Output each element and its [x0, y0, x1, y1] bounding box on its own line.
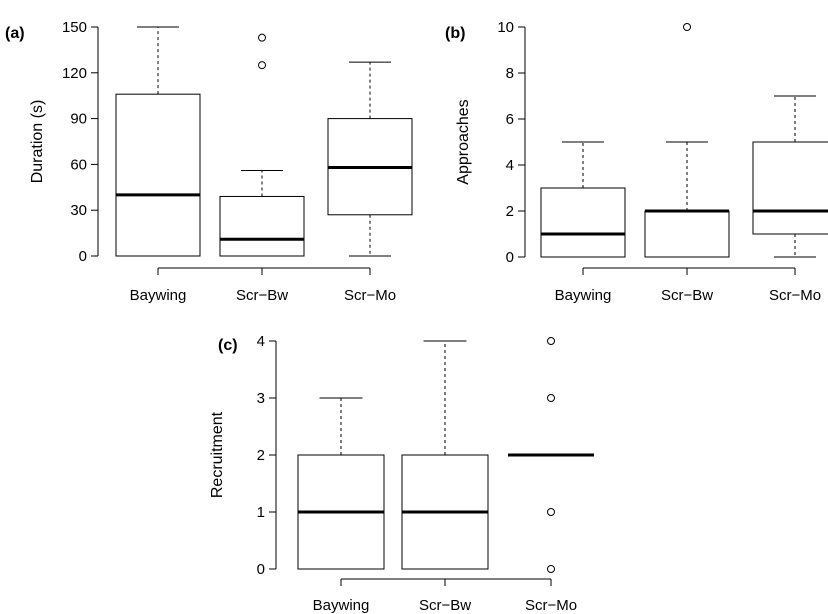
y-tick-label: 3	[257, 390, 265, 407]
panel-label: (b)	[445, 25, 465, 42]
chart-panel-2: (b) 0 2 4 6 8 10 Approaches Baywing Scr−Bw Scr−Mo	[445, 19, 828, 304]
x-axis: Baywing Scr−Bw Scr−Mo	[555, 267, 821, 304]
box-rect	[115, 93, 201, 257]
outlier-point	[258, 33, 266, 42]
y-axis-label: Approaches	[455, 99, 472, 184]
outlier-point	[683, 23, 691, 31]
panel-label: (a)	[5, 25, 25, 42]
y-axis-label: Recruitment	[209, 411, 226, 498]
y-axis-label: Duration (s)	[29, 100, 46, 184]
box-rect	[752, 141, 828, 235]
y-tick-label: 120	[62, 65, 87, 82]
y-tick-label: 4	[257, 333, 265, 350]
y-tick-label: 10	[497, 19, 514, 36]
box-3	[327, 61, 413, 257]
box-2	[219, 33, 305, 257]
x-tick-label: Scr−Mo	[769, 287, 821, 304]
panel-label: (c)	[218, 337, 238, 354]
y-tick-label: 2	[257, 447, 265, 464]
y-tick-label: 0	[257, 561, 265, 578]
y-tick-label: 0	[506, 249, 514, 266]
box-1	[540, 141, 626, 258]
y-tick-label: 150	[62, 19, 87, 36]
x-tick-label: Baywing	[313, 597, 370, 614]
box-3	[752, 95, 828, 258]
box-rect	[219, 195, 305, 257]
x-tick-label: Baywing	[555, 287, 612, 304]
y-tick-label: 30	[70, 202, 87, 219]
y-tick-label: 4	[506, 157, 514, 174]
x-axis: Baywing Scr−Bw Scr−Mo	[130, 267, 396, 304]
y-tick-label: 60	[70, 156, 87, 173]
outlier-point	[547, 565, 555, 573]
y-tick-label: 6	[506, 111, 514, 128]
x-axis: Baywing Scr−Bw Scr−Mo	[313, 578, 577, 614]
box-1	[297, 397, 385, 570]
y-axis: 0 2 4 6 8 10	[497, 19, 526, 266]
x-tick-label: Scr−Bw	[236, 287, 288, 304]
box-2	[401, 340, 489, 570]
x-tick-label: Scr−Bw	[419, 597, 471, 614]
box-2	[644, 23, 730, 258]
y-tick-label: 0	[79, 248, 87, 265]
outlier-point	[547, 508, 555, 516]
x-tick-label: Scr−Bw	[661, 287, 713, 304]
chart-panel-1: (a) 0 30 60 90 120 150 Duration (s) Baywing Scr−B…	[5, 19, 413, 304]
y-axis: 0 30 60 90 120 150	[62, 19, 99, 265]
x-tick-label: Scr−Mo	[525, 597, 577, 614]
box-1	[115, 26, 201, 257]
y-tick-label: 8	[506, 65, 514, 82]
x-tick-label: Baywing	[130, 287, 187, 304]
y-axis: 0 1 2 3 4	[257, 333, 277, 578]
box-rect	[644, 210, 730, 258]
y-tick-label: 2	[506, 203, 514, 220]
outlier-point	[258, 61, 266, 70]
y-tick-label: 90	[70, 111, 87, 128]
outlier-point	[547, 337, 555, 345]
outlier-point	[547, 394, 555, 402]
x-tick-label: Scr−Mo	[344, 287, 396, 304]
y-tick-label: 1	[257, 504, 265, 521]
box-3	[508, 337, 594, 573]
chart-panel-3: (c) 0 1 2 3 4 Recruitment Baywing Scr−Bw Scr−Mo	[209, 333, 594, 614]
box-rect	[540, 187, 626, 258]
